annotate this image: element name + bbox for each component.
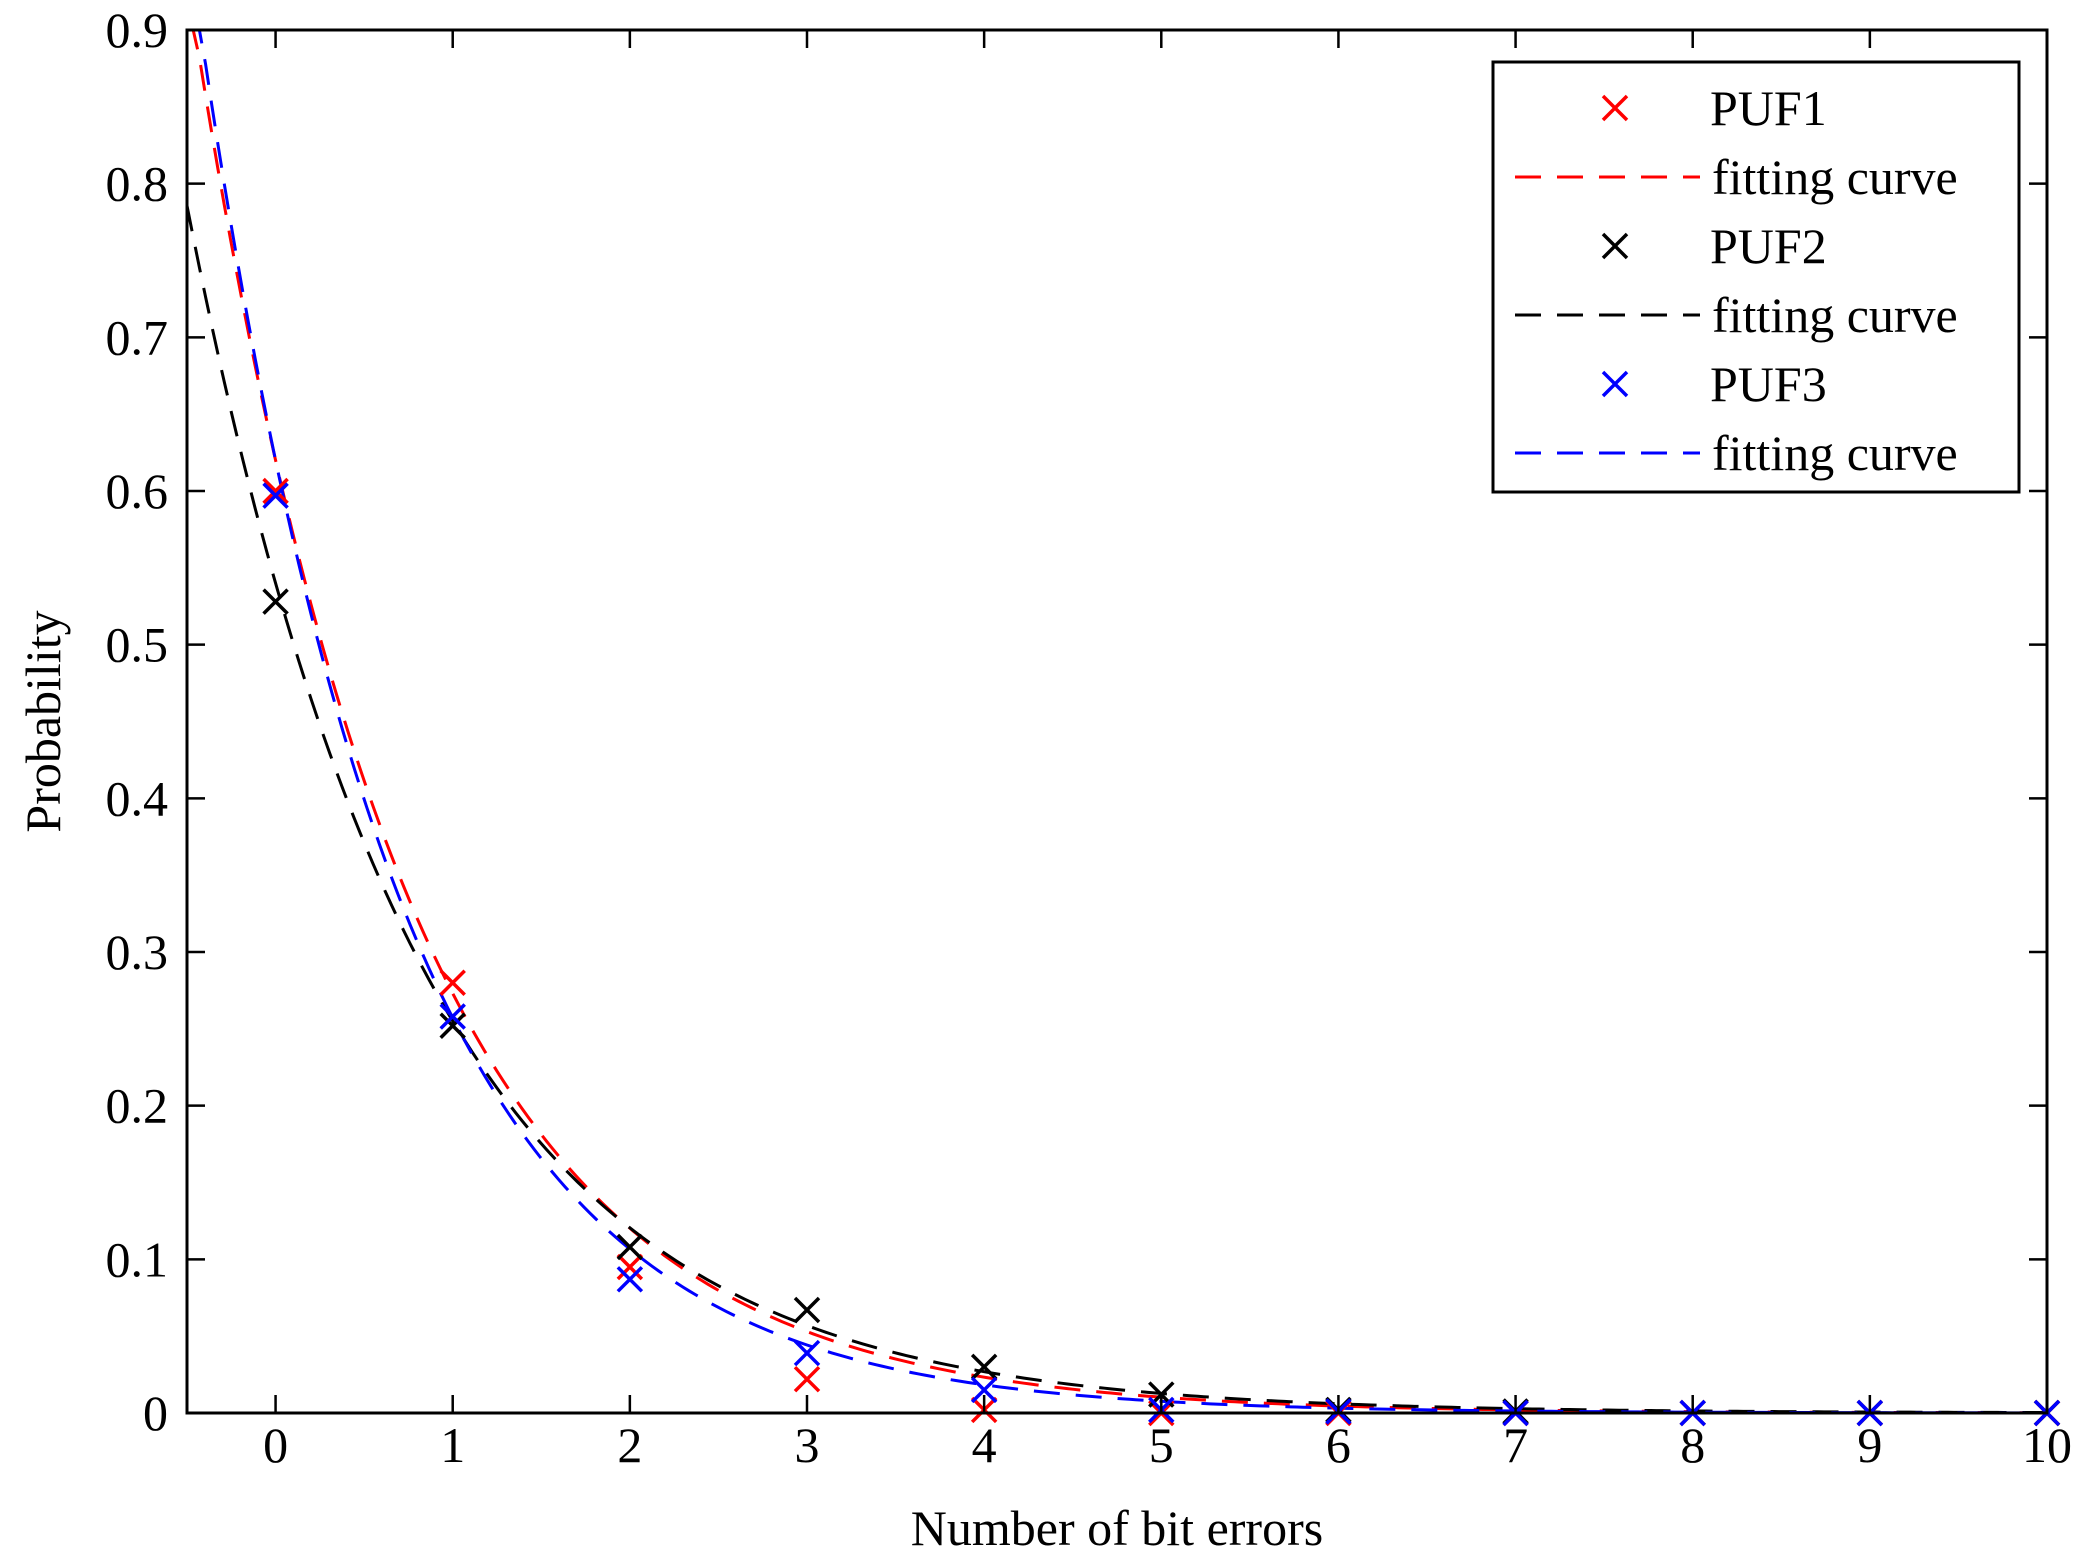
y-tick-label: 0.8 [106,156,169,212]
y-tick-label: 0.3 [106,924,169,980]
marker-puf2 [262,588,289,615]
y-tick-label: 0.2 [106,1078,169,1134]
marker-puf2 [439,1012,466,1039]
marker-puf3 [439,1003,466,1030]
legend-marker-puf1 [1601,94,1629,122]
x-tick-label: 0 [263,1417,288,1473]
fit-curve--000000 [185,205,2048,1415]
marker-puf1 [262,477,289,505]
x-tick-label: 7 [1503,1417,1528,1473]
legend-label: PUF3 [1710,356,1827,412]
x-tick-label: 1 [440,1417,465,1473]
x-tick-labels: 0 1 2 3 4 5 6 7 8 9 10 [263,1417,2072,1473]
y-tick-label: 0.5 [106,617,169,673]
legend-marker-puf2 [1601,232,1629,260]
marker-puf1 [793,1365,821,1393]
marker-puf2 [616,1233,644,1261]
x-axis-title: Number of bit errors [911,1500,1323,1556]
axis-ticks [187,28,2049,1415]
legend-marker-puf3 [1601,370,1629,398]
x-tick-label: 3 [795,1417,820,1473]
y-tick-label: 0.6 [106,463,169,519]
marker-puf3 [616,1266,644,1293]
y-tick-label: 0 [143,1385,168,1441]
legend: PUF1 fitting curve PUF2 fitting curve PUF3 fi… [1491,60,2021,494]
x-tick-label: 9 [1857,1417,1882,1473]
x-tick-label: 6 [1326,1417,1351,1473]
x-tick-label: 4 [972,1417,997,1473]
marker-puf3 [970,1376,998,1404]
data-markers [262,477,2061,1427]
y-tick-label: 0.7 [106,309,169,365]
marker-puf3 [262,482,289,509]
y-tick-label: 0.1 [106,1231,169,1287]
legend-label: fitting curve [1712,425,1958,481]
marker-puf1 [616,1253,644,1281]
legend-label: fitting curve [1712,149,1958,205]
legend-label: fitting curve [1712,287,1958,343]
legend-entries: PUF1 fitting curve PUF2 fitting curve PUF3 fi… [1515,80,1958,481]
legend-label: PUF1 [1710,80,1827,136]
y-tick-labels: 0 0.1 0.2 0.3 0.4 0.5 0.6 0.7 0.8 0.9 [106,2,169,1441]
marker-puf2 [793,1296,821,1324]
y-tick-label: 0.9 [106,2,169,58]
legend-box [1491,60,2021,494]
x-tick-label: 10 [2022,1417,2072,1473]
marker-puf3 [793,1339,821,1367]
marker-puf2 [970,1353,998,1381]
marker-puf1 [439,969,466,996]
y-tick-label: 0.4 [106,770,169,826]
plot-area-frame [185,28,2049,1415]
x-tick-label: 5 [1149,1417,1174,1473]
x-tick-label: 2 [617,1417,642,1473]
legend-label: PUF2 [1710,218,1827,274]
x-tick-label: 8 [1680,1417,1705,1473]
y-axis-title: Probability [15,610,71,832]
